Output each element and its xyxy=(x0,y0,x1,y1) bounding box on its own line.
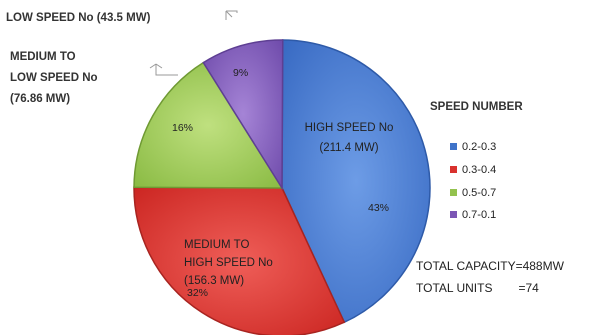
legend-swatch-1 xyxy=(450,166,457,173)
legend-swatch-3 xyxy=(450,211,457,218)
slice-label-high-line-2: (211.4 MW) xyxy=(319,142,378,154)
total-capacity-value: =488MW xyxy=(516,259,565,273)
callout-arrow-medium-to-low xyxy=(149,63,178,76)
slice-label-medium-to-high-line-3: (156.3 MW) xyxy=(184,275,244,287)
legend-label-2: 0.5-0.7 xyxy=(462,187,496,199)
slice-percent-low: 9% xyxy=(233,67,248,79)
pie-slices xyxy=(133,39,431,335)
pie-slice-low xyxy=(202,39,284,191)
pie-slice-medlow xyxy=(133,61,284,189)
callout-arrow-low-speed xyxy=(225,10,238,20)
slice-label-medium-to-high: MEDIUM TO HIGH SPEED No (156.3 MW) xyxy=(184,239,273,287)
legend-label-1: 0.3-0.4 xyxy=(462,164,496,176)
slice-label-medium-to-high-line-2: HIGH SPEED No xyxy=(184,257,273,269)
callout-medium-to-low-line-3: (76.86 MW) xyxy=(10,93,70,105)
slice-label-high: HIGH SPEED No (211.4 MW) xyxy=(305,122,394,154)
total-units-value: =74 xyxy=(518,281,539,295)
slice-percent-medium-to-low: 16% xyxy=(172,122,193,134)
pie-slice-high xyxy=(281,39,431,324)
total-capacity-label: TOTAL CAPACITY xyxy=(416,259,516,273)
pie-slice-medhigh xyxy=(133,186,346,335)
slice-percent-high: 43% xyxy=(368,202,389,214)
slice-label-medium-to-high-line-1: MEDIUM TO xyxy=(184,239,249,251)
legend-title: SPEED NUMBER xyxy=(430,101,523,113)
legend-swatch-2 xyxy=(450,189,457,196)
callout-medium-to-low-line-2: LOW SPEED No xyxy=(10,72,98,84)
total-units: TOTAL UNITS =74 xyxy=(416,281,539,295)
legend-label-0: 0.2-0.3 xyxy=(462,141,496,153)
legend: SPEED NUMBER 0.2-0.3 0.3-0.4 0.5-0.7 0.7… xyxy=(430,101,523,221)
slice-label-high-line-1: HIGH SPEED No xyxy=(305,122,394,134)
callout-medium-to-low: MEDIUM TO LOW SPEED No (76.86 MW) xyxy=(10,51,98,105)
legend-label-3: 0.7-0.1 xyxy=(462,209,496,221)
slice-percent-medium-to-high: 32% xyxy=(187,287,208,299)
total-capacity: TOTAL CAPACITY=488MW xyxy=(416,259,565,273)
total-units-label: TOTAL UNITS xyxy=(416,281,492,295)
callout-low-speed: LOW SPEED No (43.5 MW) xyxy=(6,12,151,24)
legend-swatch-0 xyxy=(450,143,457,150)
totals: TOTAL CAPACITY=488MW TOTAL UNITS =74 xyxy=(416,259,565,295)
callout-medium-to-low-line-1: MEDIUM TO xyxy=(10,51,76,63)
